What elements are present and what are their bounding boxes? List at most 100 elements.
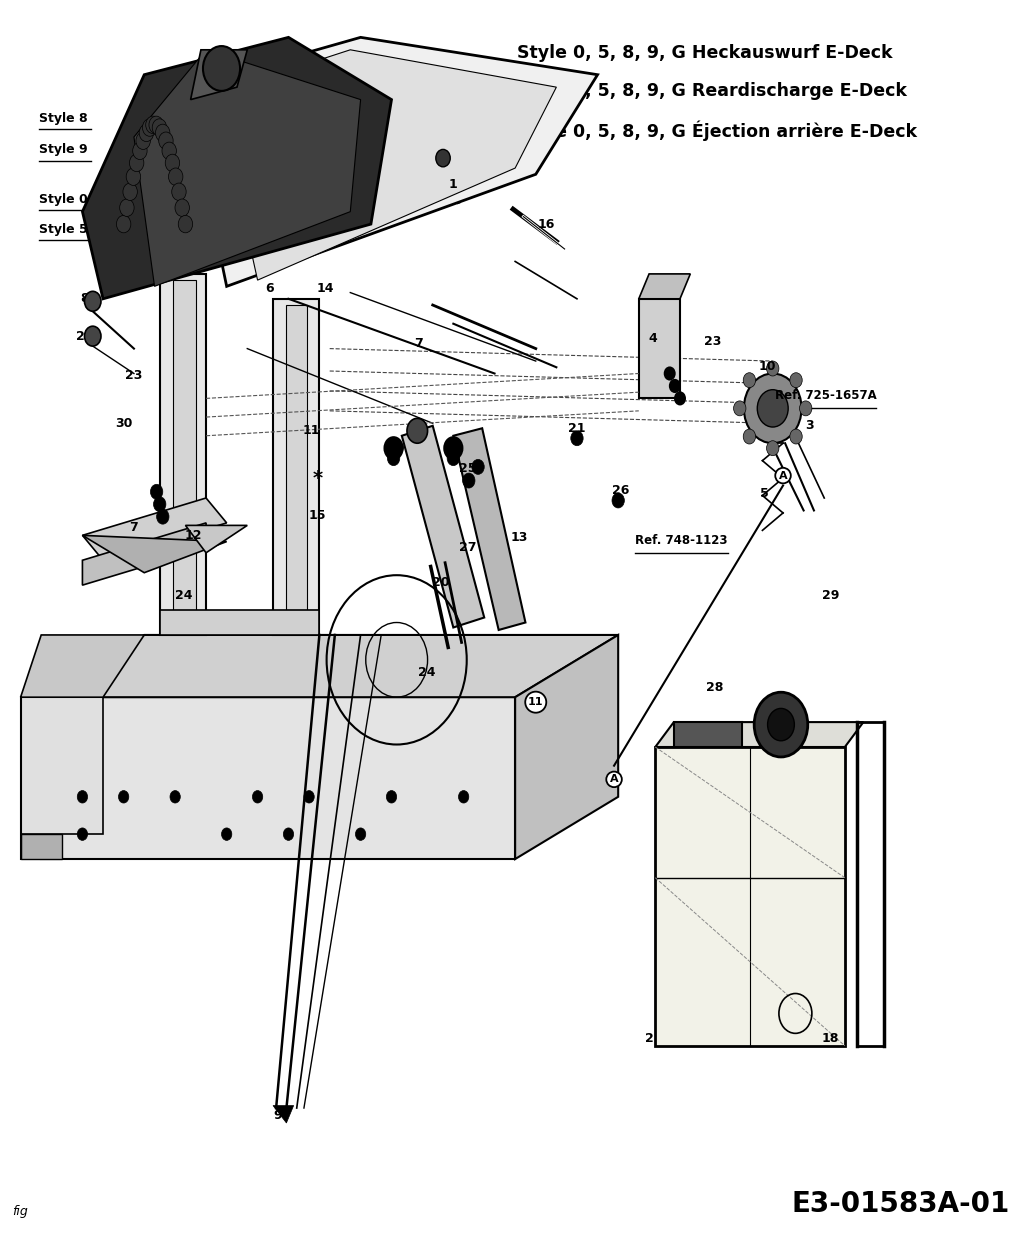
- Text: 23: 23: [125, 370, 142, 382]
- Text: 16: 16: [538, 218, 555, 230]
- Text: 9: 9: [395, 442, 405, 454]
- Polygon shape: [83, 523, 206, 585]
- Circle shape: [472, 459, 484, 474]
- Text: 27: 27: [459, 542, 477, 554]
- Polygon shape: [639, 274, 690, 299]
- Circle shape: [768, 708, 795, 741]
- Circle shape: [77, 828, 88, 840]
- Polygon shape: [134, 50, 360, 286]
- Circle shape: [462, 473, 475, 488]
- Text: 18: 18: [821, 1032, 839, 1045]
- Text: 8: 8: [80, 293, 89, 305]
- Polygon shape: [515, 635, 618, 859]
- Circle shape: [754, 692, 808, 757]
- Polygon shape: [41, 635, 618, 697]
- Circle shape: [789, 430, 802, 444]
- Circle shape: [734, 401, 746, 416]
- Polygon shape: [21, 697, 103, 834]
- Text: 25: 25: [459, 462, 477, 474]
- Circle shape: [612, 493, 624, 508]
- Circle shape: [129, 154, 143, 172]
- Circle shape: [222, 828, 232, 840]
- Circle shape: [152, 118, 166, 136]
- Text: 19B: 19B: [122, 171, 149, 183]
- Circle shape: [384, 437, 402, 459]
- Text: A: A: [610, 774, 618, 784]
- Circle shape: [789, 372, 802, 387]
- Text: 19: 19: [142, 112, 160, 125]
- Circle shape: [757, 390, 788, 427]
- Circle shape: [126, 168, 140, 186]
- Text: E3-01583A-01: E3-01583A-01: [792, 1190, 1009, 1218]
- Circle shape: [170, 791, 181, 803]
- Text: 7: 7: [130, 522, 138, 534]
- Text: 21: 21: [569, 422, 586, 435]
- Circle shape: [386, 791, 396, 803]
- Text: 9: 9: [273, 1109, 283, 1122]
- Polygon shape: [655, 722, 864, 747]
- Text: 19C: 19C: [142, 223, 168, 235]
- Circle shape: [175, 199, 190, 217]
- Circle shape: [571, 431, 583, 446]
- Text: 20: 20: [432, 576, 450, 589]
- Text: 7: 7: [414, 337, 423, 350]
- Circle shape: [85, 291, 101, 311]
- Text: Style 0, 5, 8, 9, G Éjection arrière E-Deck: Style 0, 5, 8, 9, G Éjection arrière E-D…: [517, 121, 917, 141]
- Text: 22: 22: [75, 330, 93, 342]
- Polygon shape: [41, 697, 515, 859]
- Polygon shape: [401, 426, 484, 627]
- Circle shape: [85, 326, 101, 346]
- Circle shape: [139, 124, 154, 142]
- Text: 6: 6: [265, 283, 275, 295]
- Text: 23: 23: [704, 335, 721, 347]
- Circle shape: [387, 451, 399, 466]
- Circle shape: [142, 118, 157, 136]
- Polygon shape: [160, 274, 206, 635]
- Text: 13: 13: [511, 532, 528, 544]
- Polygon shape: [287, 305, 308, 629]
- Text: Style 0, 5, 8, 9, G Reardischarge E-Deck: Style 0, 5, 8, 9, G Reardischarge E-Deck: [517, 82, 907, 100]
- Text: 15: 15: [309, 509, 326, 522]
- Circle shape: [171, 183, 186, 200]
- Text: 28: 28: [706, 681, 723, 693]
- Circle shape: [179, 215, 193, 233]
- Polygon shape: [173, 280, 196, 629]
- Circle shape: [154, 497, 166, 512]
- Text: 14: 14: [317, 283, 334, 295]
- Text: Style 0, 3, G: Style 0, 3, G: [39, 193, 125, 205]
- Polygon shape: [83, 535, 227, 573]
- Circle shape: [355, 828, 365, 840]
- Circle shape: [447, 451, 459, 466]
- Text: 10: 10: [759, 360, 776, 372]
- Circle shape: [168, 168, 183, 186]
- Polygon shape: [191, 50, 248, 100]
- Circle shape: [665, 367, 675, 380]
- Text: Style 0, 5, 8, 9, G Heckauswurf E-Deck: Style 0, 5, 8, 9, G Heckauswurf E-Deck: [517, 44, 893, 61]
- Circle shape: [149, 116, 163, 133]
- Circle shape: [157, 509, 169, 524]
- Circle shape: [119, 791, 129, 803]
- Circle shape: [800, 401, 812, 416]
- Circle shape: [675, 392, 685, 405]
- Polygon shape: [273, 299, 319, 635]
- Circle shape: [203, 46, 240, 91]
- Text: 19A: 19A: [142, 143, 169, 156]
- Circle shape: [743, 372, 755, 387]
- Polygon shape: [674, 722, 742, 747]
- Polygon shape: [273, 1106, 294, 1123]
- Polygon shape: [83, 37, 391, 299]
- Text: Ref. 748-1123: Ref. 748-1123: [635, 534, 728, 547]
- Text: A: A: [779, 471, 787, 481]
- Circle shape: [444, 437, 462, 459]
- Circle shape: [767, 361, 779, 376]
- Polygon shape: [83, 498, 227, 560]
- Text: Style 9: Style 9: [39, 143, 88, 156]
- Polygon shape: [186, 37, 598, 286]
- Circle shape: [284, 828, 294, 840]
- Circle shape: [77, 791, 88, 803]
- Text: 12: 12: [185, 529, 202, 542]
- Polygon shape: [186, 525, 248, 553]
- Text: Ref. 725-1657A: Ref. 725-1657A: [775, 390, 876, 402]
- Text: 4: 4: [649, 332, 657, 345]
- Polygon shape: [21, 635, 144, 697]
